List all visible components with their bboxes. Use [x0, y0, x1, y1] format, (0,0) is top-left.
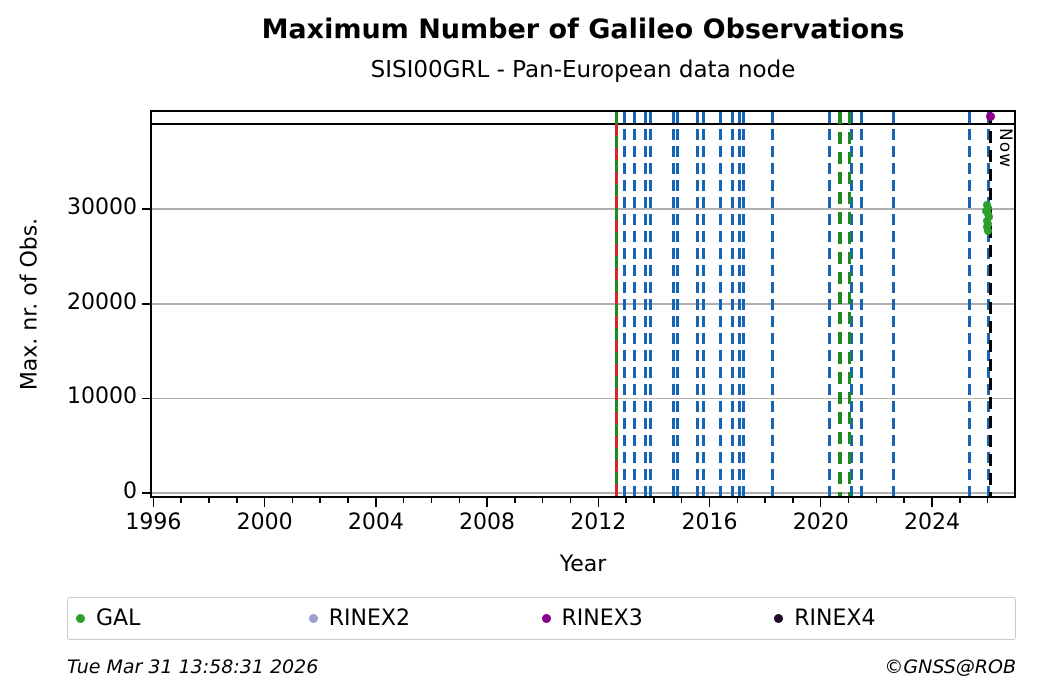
legend-label-rinex4: RINEX4	[794, 606, 876, 631]
rinex3-marker-icon	[541, 614, 551, 623]
x-tick-label: 2008	[459, 510, 516, 535]
gal-point	[984, 226, 993, 235]
x-minor-tick	[875, 498, 878, 503]
y-tick-label: 10000	[67, 384, 137, 410]
x-minor-tick	[903, 498, 905, 503]
x-minor-tick	[458, 498, 460, 503]
chart-title: Maximum Number of Galileo Observations	[261, 14, 905, 45]
y-axis-label: Max. nr. of Obs.	[17, 217, 43, 391]
rinex4-marker-icon	[774, 614, 784, 623]
x-tick-label: 2016	[681, 510, 738, 535]
data-event-line	[737, 112, 741, 496]
x-minor-tick	[319, 498, 321, 503]
x-minor-tick	[959, 498, 961, 503]
x-minor-tick	[625, 498, 627, 503]
x-tick-label: 2012	[570, 510, 627, 535]
max-obs-line	[152, 122, 1014, 126]
chart-subtitle: SISI00GRL - Pan-European data node	[370, 57, 796, 83]
data-event-line	[702, 112, 706, 496]
x-major-tick	[819, 498, 822, 507]
data-event-line	[827, 112, 831, 496]
grid-line	[152, 492, 1014, 494]
legend-label-rinex2: RINEX2	[328, 606, 410, 631]
x-minor-tick	[736, 498, 739, 503]
x-tick-label: 2000	[236, 510, 293, 535]
y-tick	[142, 208, 150, 210]
rinex2-marker-icon	[308, 614, 318, 623]
legend: GAL RINEX2 RINEX3 RINEX4	[67, 597, 1016, 640]
x-major-tick	[708, 498, 711, 507]
legend-label-rinex3: RINEX3	[561, 606, 643, 631]
data-event-line	[695, 112, 699, 496]
x-minor-tick	[347, 498, 349, 503]
y-tick	[142, 303, 150, 305]
x-minor-tick	[986, 498, 989, 503]
x-tick-label: 2020	[792, 510, 849, 535]
data-event-line	[718, 112, 722, 496]
data-event-line	[676, 112, 680, 496]
data-event-line	[649, 112, 653, 496]
data-event-line	[968, 112, 972, 496]
data-event-line	[860, 112, 864, 496]
x-minor-tick	[180, 498, 182, 503]
x-minor-tick	[653, 498, 655, 503]
grid-line	[152, 303, 1014, 305]
gal-marker-icon	[76, 614, 85, 623]
x-minor-tick	[541, 498, 544, 503]
generation-timestamp: Tue Mar 31 13:58:31 2026	[67, 656, 319, 678]
data-event-line	[730, 112, 734, 496]
data-event-line	[643, 112, 647, 496]
rinex3-point	[985, 112, 995, 122]
x-minor-tick	[402, 498, 405, 503]
x-axis-label: Year	[559, 552, 607, 577]
x-minor-tick	[764, 498, 766, 503]
y-tick-label: 0	[123, 479, 137, 505]
x-major-tick	[931, 498, 933, 507]
grid-line	[152, 208, 1014, 210]
x-minor-tick	[680, 498, 683, 503]
receiver-event-line	[847, 112, 852, 496]
y-tick-label: 30000	[67, 195, 137, 221]
x-minor-tick	[236, 498, 238, 503]
x-major-tick	[263, 498, 266, 507]
data-event-line	[770, 112, 774, 496]
y-tick	[142, 397, 150, 400]
gal-start-line-red	[614, 112, 619, 496]
x-tick-label: 1996	[125, 510, 182, 535]
legend-label-gal: GAL	[96, 606, 141, 631]
now-line	[989, 112, 993, 496]
x-minor-tick	[208, 498, 210, 503]
legend-item-rinex4: RINEX4	[774, 606, 1007, 631]
y-tick	[142, 492, 150, 494]
now-label: Now	[994, 128, 1015, 169]
data-event-line	[742, 112, 746, 496]
x-minor-tick	[291, 498, 294, 503]
x-major-tick	[486, 498, 488, 507]
data-event-line	[672, 112, 676, 496]
x-minor-tick	[569, 498, 572, 503]
data-event-line	[891, 112, 895, 496]
x-major-tick	[597, 498, 600, 507]
data-event-line	[622, 112, 626, 496]
x-tick-label: 2024	[903, 510, 960, 535]
plot-area	[150, 110, 1016, 498]
x-minor-tick	[514, 498, 516, 503]
data-event-line	[987, 112, 991, 496]
receiver-event-line	[838, 112, 842, 496]
legend-item-rinex3: RINEX3	[541, 606, 775, 631]
x-major-tick	[375, 498, 377, 507]
x-minor-tick	[847, 498, 850, 503]
grid-line	[152, 397, 1014, 400]
plot-inner	[152, 112, 1014, 496]
data-event-line	[632, 112, 636, 496]
copyright-credit: ©GNSS@ROB	[884, 656, 1016, 678]
legend-item-gal: GAL	[76, 606, 309, 631]
legend-item-rinex2: RINEX2	[308, 606, 542, 631]
x-major-tick	[152, 498, 155, 507]
y-tick-label: 20000	[67, 289, 137, 315]
x-minor-tick	[430, 498, 433, 503]
x-minor-tick	[792, 498, 794, 503]
x-tick-label: 2004	[347, 510, 404, 535]
